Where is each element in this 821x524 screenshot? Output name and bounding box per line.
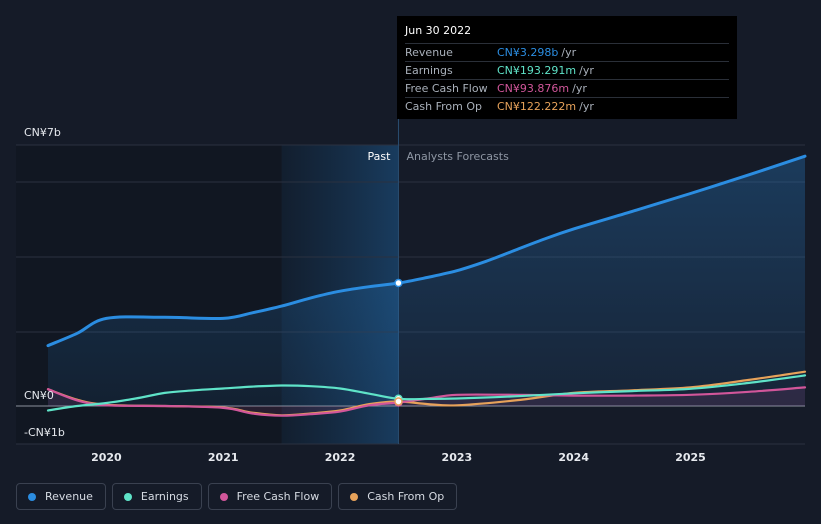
tooltip-row-cash-from-op: Cash From Op CN¥122.222m /yr	[405, 97, 729, 115]
tooltip-value: CN¥193.291m	[497, 64, 577, 77]
tooltip-label: Free Cash Flow	[405, 82, 488, 95]
x-tick-label: 2024	[558, 451, 589, 464]
tooltip-label: Cash From Op	[405, 100, 483, 113]
tooltip-unit: /yr	[579, 100, 594, 113]
x-tick-label: 2021	[208, 451, 239, 464]
tooltip-unit: /yr	[561, 46, 577, 59]
tooltip-row-revenue: Revenue CN¥3.298b /yr	[405, 43, 729, 61]
tooltip-label: Revenue	[405, 46, 453, 59]
legend-label: Revenue	[45, 490, 93, 503]
legend-item-revenue[interactable]: Revenue	[16, 483, 106, 510]
revenue-marker	[394, 278, 403, 288]
x-tick-label: 2022	[325, 451, 356, 464]
revenue-dot-icon	[28, 492, 36, 501]
legend-label: Free Cash Flow	[236, 490, 320, 503]
tooltip-date: Jun 30 2022	[405, 24, 472, 37]
cash-from-op-marker	[394, 397, 403, 406]
free-cash-flow-dot-icon	[219, 492, 228, 501]
legend-item-earnings[interactable]: Earnings	[111, 483, 202, 510]
tooltip-value: CN¥122.222m	[497, 100, 577, 113]
earnings-line	[46, 374, 807, 412]
earnings-dot-icon	[123, 492, 132, 501]
legend-item-cash-from-op[interactable]: Cash From Op	[338, 483, 458, 510]
legend-label: Earnings	[140, 490, 189, 503]
tooltip-unit: /yr	[572, 82, 587, 95]
y-axis-label-zero: CN¥0	[24, 389, 54, 402]
cash-from-op-dot-icon	[350, 492, 359, 501]
revenue-area	[48, 156, 805, 406]
tooltip-row-free-cash-flow: Free Cash Flow CN¥93.876m /yr	[405, 79, 729, 97]
forecast-label: Analysts Forecasts	[406, 150, 509, 163]
tooltip-value: CN¥3.298b	[497, 46, 559, 59]
legend-label: Cash From Op	[367, 490, 445, 503]
x-tick-label: 2023	[442, 451, 473, 464]
y-axis-label-bottom: -CN¥1b	[24, 426, 65, 439]
tooltip-value: CN¥93.876m	[497, 82, 570, 95]
tooltip-label: Earnings	[405, 64, 453, 77]
free-cash-flow-line	[46, 386, 807, 417]
tooltip-unit: /yr	[579, 64, 594, 77]
y-axis-label-top: CN¥7b	[24, 126, 61, 139]
x-tick-label: 2025	[675, 451, 706, 464]
x-tick-label: 2020	[91, 451, 122, 464]
past-label: Past	[368, 150, 392, 163]
legend: Revenue Earnings Free Cash Flow Cash Fro…	[16, 483, 458, 510]
legend-item-free-cash-flow[interactable]: Free Cash Flow	[207, 483, 333, 510]
tooltip: Jun 30 2022 Revenue CN¥3.298b /yr Earnin…	[397, 16, 737, 119]
tooltip-row-earnings: Earnings CN¥193.291m /yr	[405, 61, 729, 79]
